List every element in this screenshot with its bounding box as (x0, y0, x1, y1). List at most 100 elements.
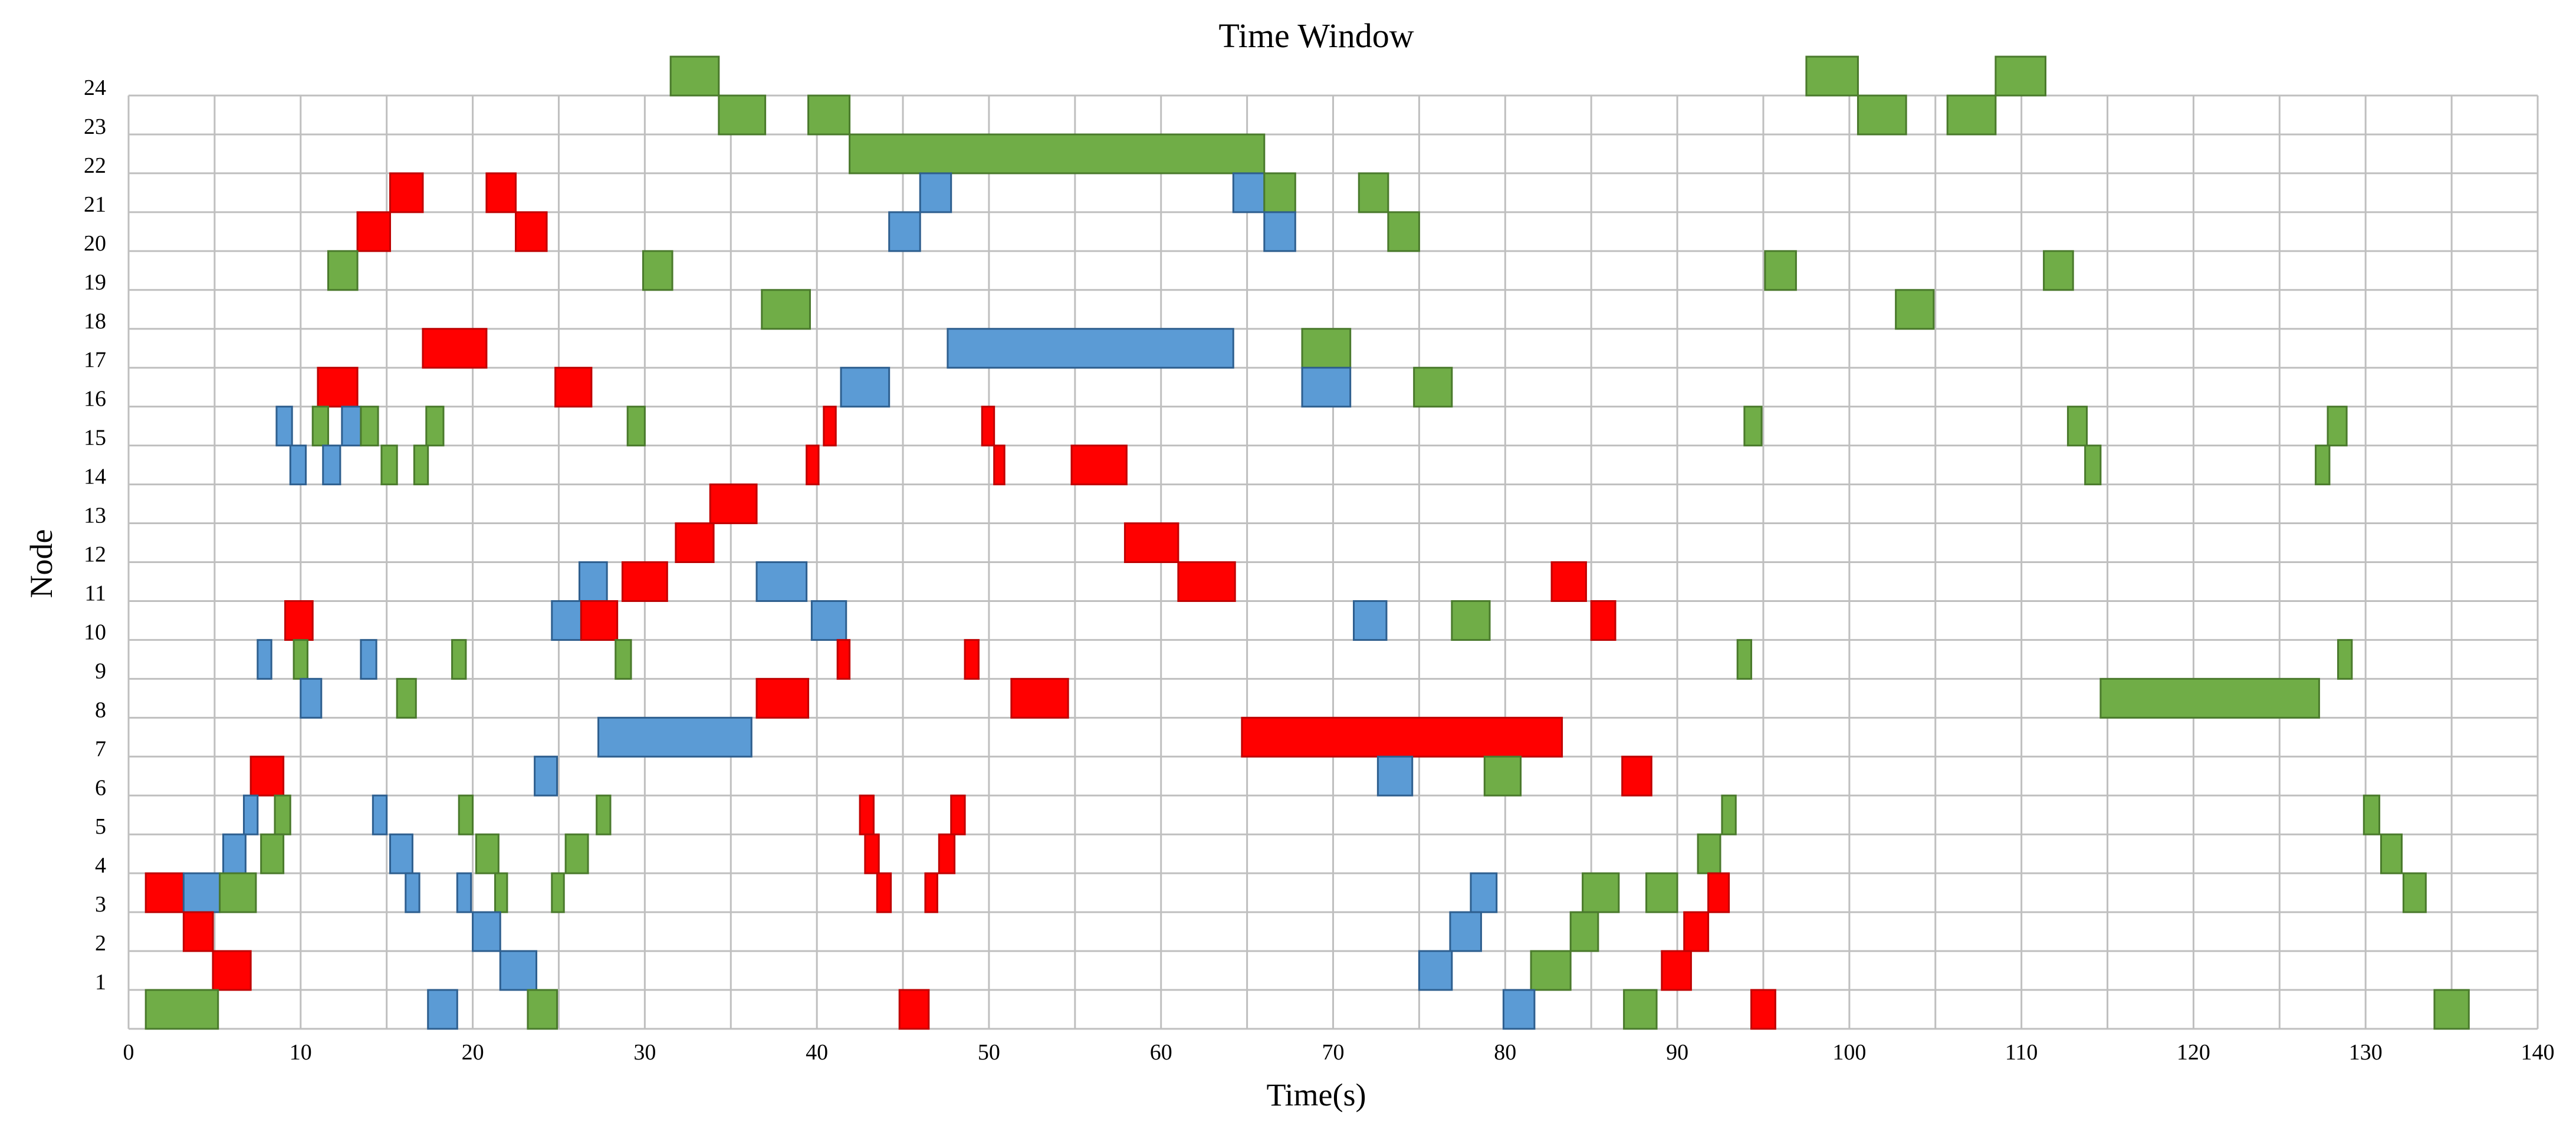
y-tick-label: 22 (84, 153, 106, 178)
time-window-bar-blue (242, 794, 259, 835)
time-window-bar-blue (257, 639, 272, 680)
time-window-bar-blue (1418, 950, 1453, 991)
x-tick-label: 60 (1150, 1040, 1172, 1065)
time-window-bar-green (380, 445, 398, 486)
time-window-bar-red (515, 211, 548, 252)
time-window-bar-green (396, 677, 417, 719)
time-window-bar-green (849, 133, 1266, 175)
time-window-bar-red (1010, 677, 1069, 719)
y-tick-label: 9 (95, 659, 106, 683)
time-window-bar-red (1241, 716, 1563, 758)
time-window-bar-blue (840, 367, 891, 408)
y-tick-label: 20 (84, 231, 106, 256)
time-window-bar-blue (1470, 872, 1498, 913)
y-tick-label: 7 (95, 736, 106, 761)
x-tick-label: 90 (1666, 1040, 1688, 1065)
y-tick-label: 23 (84, 114, 106, 139)
x-axis-label: Time(s) (1266, 1077, 1366, 1113)
time-window-bar-red (981, 406, 995, 447)
time-window-bar-red (554, 367, 593, 408)
time-window-bar-green (475, 833, 500, 874)
time-window-bar-red (1707, 872, 1730, 913)
time-window-bar-green (2315, 445, 2331, 486)
time-window-bar-red (1550, 561, 1587, 602)
y-tick-label: 6 (95, 775, 106, 800)
time-window-bar-blue (534, 755, 558, 797)
x-tick-label: 50 (978, 1040, 1000, 1065)
time-window-bar-green (2402, 872, 2427, 913)
time-window-bar-green (551, 872, 565, 913)
y-tick-label: 3 (95, 892, 106, 917)
time-window-bar-blue (427, 989, 458, 1030)
time-window-bar-red (993, 445, 1006, 486)
time-window-bar-red (182, 911, 214, 952)
x-tick-label: 40 (806, 1040, 828, 1065)
x-tick-label: 10 (290, 1040, 312, 1065)
time-window-bar-green (1263, 172, 1296, 213)
time-window-bar-green (2327, 406, 2348, 447)
time-window-bar-blue (472, 911, 501, 952)
time-window-bar-green (1736, 639, 1753, 680)
time-window-bar-red (212, 950, 252, 991)
chart-title: Time Window (1218, 17, 1414, 55)
time-window-bar-green (1483, 755, 1522, 797)
time-window-bar-blue (888, 211, 921, 252)
time-window-bar-blue (389, 833, 413, 874)
time-window-bar-green (1645, 872, 1678, 913)
time-window-bar-red (1070, 445, 1128, 486)
x-tick-label: 20 (462, 1040, 484, 1065)
time-window-bar-green (807, 94, 851, 136)
time-window-bar-green (642, 250, 673, 291)
time-window-bar-red (1750, 989, 1776, 1030)
time-window-bar-blue (360, 639, 377, 680)
y-tick-label: 12 (84, 542, 106, 567)
y-tick-label: 15 (84, 426, 106, 450)
y-tick-label: 16 (84, 387, 106, 412)
time-window-bar-green (219, 872, 257, 913)
x-tick-label: 130 (2349, 1040, 2383, 1065)
y-tick-label: 5 (95, 814, 106, 839)
time-window-bar-green (260, 833, 285, 874)
time-window-bar-green (1387, 211, 1420, 252)
bars (144, 55, 2470, 1030)
time-window-bar-red (1621, 755, 1652, 797)
y-tick-label: 8 (95, 697, 106, 722)
y-tick-label: 17 (84, 348, 106, 373)
time-window-bar-blue (456, 872, 472, 913)
time-window-bar-green (1413, 367, 1453, 408)
x-tick-labels: 0 10 20 30 40 50 60 70 80 90 100 110 120 130 140 (123, 1040, 2555, 1065)
time-window-bar-red (1123, 522, 1179, 564)
time-window-bar-blue (341, 406, 362, 447)
y-tick-label: 21 (84, 192, 106, 217)
time-window-bar-green (311, 406, 329, 447)
time-window-bar-blue (578, 561, 608, 602)
x-tick-label: 80 (1494, 1040, 1516, 1065)
time-window-bar-red (964, 639, 980, 680)
x-tick-label: 30 (633, 1040, 656, 1065)
time-window-bar-green (2043, 250, 2074, 291)
time-window-bar-blue (372, 794, 388, 835)
time-window-bar-red (249, 755, 285, 797)
time-window-bar-red (836, 639, 851, 680)
time-window-bar-green (413, 445, 429, 486)
time-window-bar-green (451, 639, 467, 680)
time-window-bar-blue (810, 600, 847, 641)
time-window-bar-green (1895, 289, 1935, 330)
x-tick-label: 100 (1832, 1040, 1866, 1065)
time-window-bar-green (2066, 406, 2088, 447)
time-window-bar-green (2433, 989, 2470, 1030)
time-window-bar-green (1582, 872, 1620, 913)
y-tick-label: 24 (84, 75, 106, 100)
time-window-bar-blue (1502, 989, 1536, 1030)
time-window-bar-green (626, 406, 646, 447)
time-window-bar-green (1721, 794, 1737, 835)
time-window-bar-blue (597, 716, 753, 758)
time-window-bar-green (274, 794, 291, 835)
time-window-bar-red (1683, 911, 1710, 952)
time-window-bar-green (327, 250, 359, 291)
time-window-bar-green (1995, 55, 2046, 97)
y-tick-label: 13 (84, 504, 106, 528)
time-window-bar-red (950, 794, 966, 835)
y-axis-label: Node (24, 529, 59, 598)
